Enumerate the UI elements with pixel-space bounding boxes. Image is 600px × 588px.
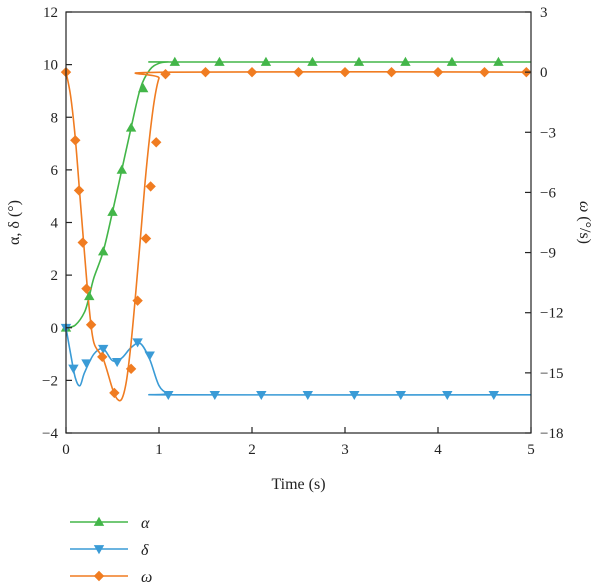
data-point-marker — [432, 66, 444, 78]
y-right-tick-label: −12 — [540, 306, 563, 322]
data-point-marker — [125, 122, 137, 132]
data-point-marker — [488, 390, 499, 401]
x-tick-label: 5 — [527, 442, 535, 458]
y-right-tick-label: −3 — [540, 125, 556, 141]
data-point-marker — [132, 338, 143, 348]
data-point-marker — [107, 206, 118, 216]
y-left-tick-label: 4 — [51, 216, 59, 232]
data-point-marker — [339, 66, 351, 78]
data-point-marker — [81, 359, 92, 369]
data-point-marker — [125, 363, 137, 375]
data-point-marker — [446, 56, 458, 66]
y-left-tick-label: 8 — [51, 110, 59, 126]
axis-ticks — [65, 11, 532, 434]
data-point-marker — [400, 56, 411, 66]
data-point-marker — [70, 135, 81, 146]
legend: αδω — [70, 515, 152, 586]
y-right-tick-label: −6 — [540, 185, 556, 201]
data-point-marker — [132, 295, 143, 306]
y-left-tick-label: 6 — [51, 163, 59, 179]
data-point-marker — [84, 290, 95, 301]
data-point-marker — [81, 283, 92, 294]
data-point-marker — [353, 56, 365, 66]
x-tick-label: 2 — [248, 442, 256, 458]
data-point-marker — [98, 246, 109, 256]
data-point-marker — [260, 56, 272, 66]
data-point-marker — [169, 56, 181, 66]
data-point-marker — [97, 351, 108, 363]
data-point-marker — [163, 390, 174, 401]
data-point-marker — [68, 364, 79, 374]
y-right-tick-label: −9 — [540, 246, 556, 262]
y-axis-right-symbol: ω — [576, 201, 593, 212]
data-point-marker — [111, 358, 123, 368]
data-point-marker — [479, 66, 490, 78]
data-point-marker — [302, 390, 313, 401]
data-point-marker — [256, 390, 267, 401]
data-point-marker — [493, 56, 504, 66]
y-left-tick-label: 0 — [51, 321, 59, 337]
data-point-marker — [214, 56, 225, 66]
y-axis-right-unit: (°/s) — [576, 212, 593, 244]
data-point-marker — [116, 164, 127, 174]
legend-label: α — [141, 515, 150, 532]
data-point-marker — [109, 387, 120, 399]
y-left-tick-label: 12 — [43, 5, 58, 21]
series-line-2 — [65, 70, 532, 402]
x-tick-label: 0 — [62, 442, 70, 458]
y-left-tick-label: 10 — [43, 58, 58, 74]
data-point-marker — [77, 237, 88, 248]
data-point-marker — [293, 66, 304, 78]
y-right-tick-label: −15 — [540, 366, 563, 382]
data-point-marker — [200, 66, 211, 78]
data-point-marker — [307, 56, 318, 66]
y-right-tick-label: 3 — [540, 5, 548, 21]
data-point-marker — [137, 83, 149, 93]
legend-marker — [93, 570, 105, 582]
data-point-marker — [442, 390, 453, 401]
data-point-marker — [349, 390, 360, 401]
data-point-marker — [144, 351, 155, 361]
x-tick-label: 1 — [155, 442, 163, 458]
legend-label: δ — [141, 542, 149, 559]
y-right-tick-label: 0 — [540, 65, 548, 81]
data-point-marker — [160, 68, 171, 80]
y-axis-left-title: α, δ (°) — [6, 200, 23, 245]
series-line-0 — [65, 61, 531, 329]
data-point-marker — [145, 181, 156, 192]
data-point-marker — [98, 344, 109, 354]
x-tick-label: 3 — [341, 442, 349, 458]
legend-marker — [93, 516, 105, 526]
data-point-marker — [85, 319, 97, 330]
data-point-marker — [140, 233, 152, 244]
data-point-marker — [246, 66, 258, 78]
y-left-tick-label: 2 — [51, 268, 59, 284]
data-point-marker — [151, 137, 162, 148]
data-point-marker — [395, 390, 406, 401]
x-axis-title: Time (s) — [271, 476, 325, 493]
legend-label: ω — [141, 569, 152, 586]
x-tick-label: 4 — [434, 442, 442, 458]
y-left-tick-label: −4 — [42, 426, 58, 442]
series-line-1 — [65, 327, 532, 396]
data-point-marker — [73, 185, 85, 196]
series-lines — [65, 61, 532, 402]
data-point-marker — [386, 66, 397, 78]
y-left-tick-label: −2 — [42, 373, 58, 389]
y-axis-right-title: ω (°/s) — [576, 201, 593, 244]
data-point-marker — [209, 390, 220, 401]
y-right-tick-label: −18 — [540, 426, 563, 442]
legend-marker — [93, 545, 105, 555]
series-markers — [60, 56, 532, 401]
